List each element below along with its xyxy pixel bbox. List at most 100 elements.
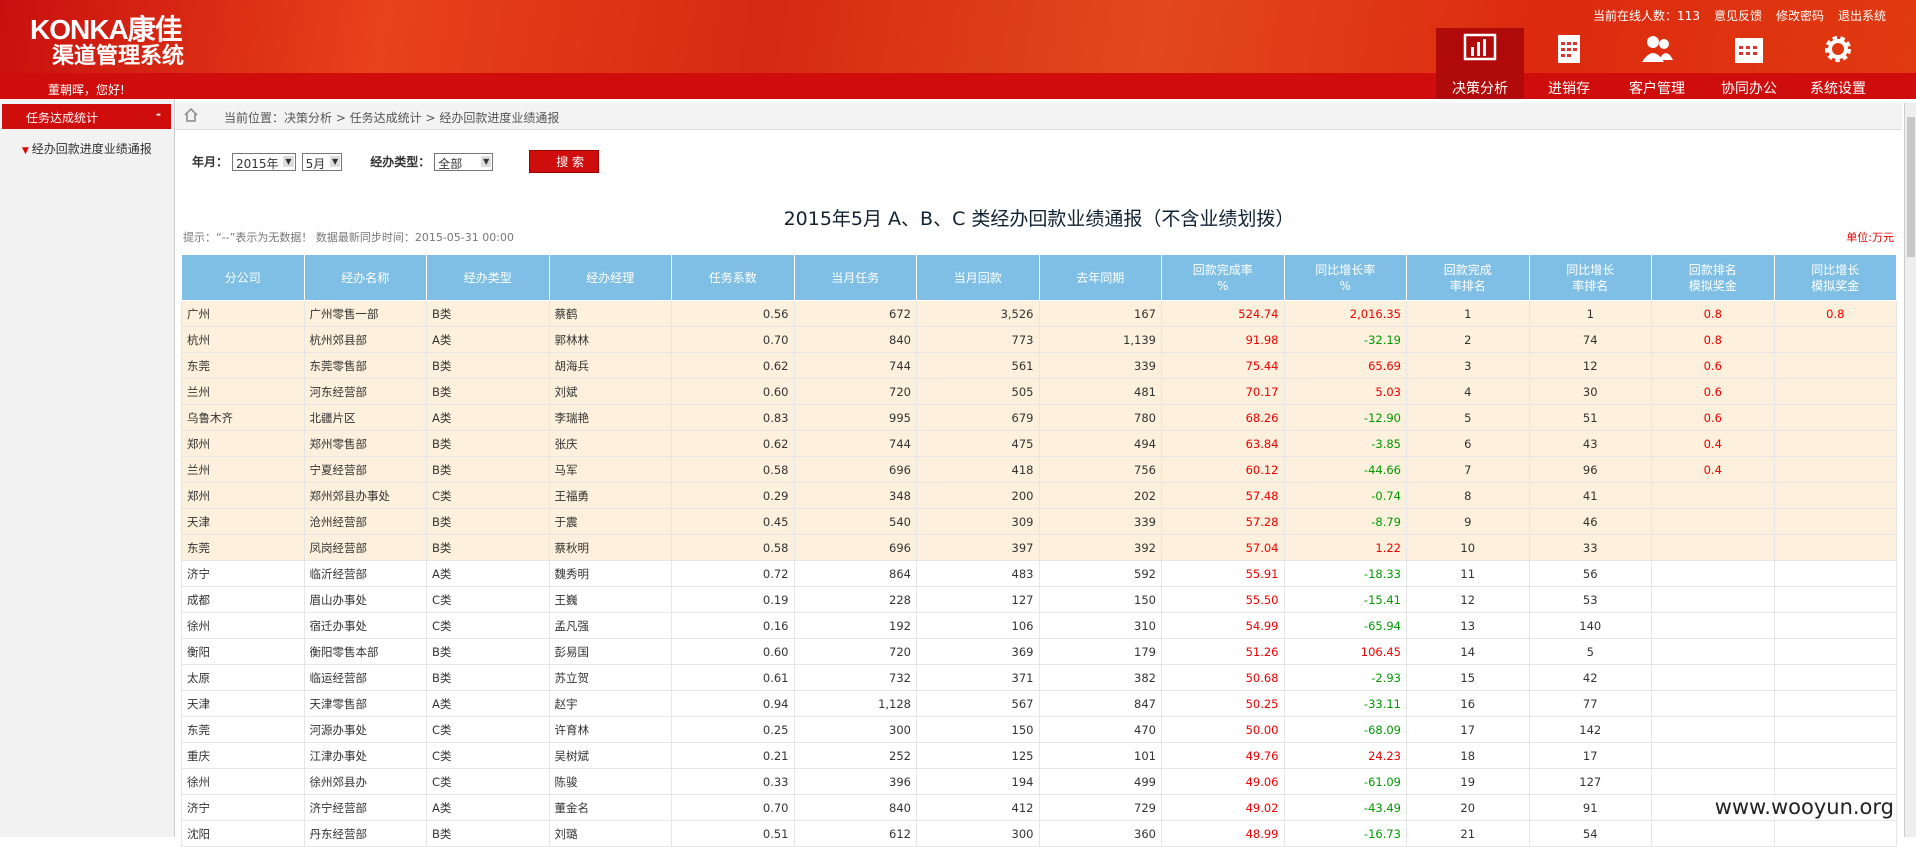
table-cell: 49.76 <box>1161 742 1285 769</box>
table-cell: 499 <box>1038 768 1162 795</box>
table-cell: 8 <box>1406 482 1530 509</box>
table-cell: 临运经营部 <box>303 664 427 691</box>
table-cell: 蔡秋明 <box>548 534 672 561</box>
table-cell: 106 <box>916 612 1040 639</box>
header-line: 率排名 <box>1449 278 1486 293</box>
top-link[interactable]: 退出系统 <box>1837 9 1886 23</box>
table-cell: 392 <box>1038 534 1162 561</box>
nav-icon <box>1463 33 1497 61</box>
nav-item[interactable]: 进销存 <box>1525 28 1613 99</box>
table-cell: 167 <box>1038 300 1162 327</box>
table-cell <box>1773 352 1897 379</box>
top-link[interactable]: 意见反馈 <box>1713 9 1762 23</box>
sidebar-group[interactable]: 任务达成统计 - <box>2 104 171 129</box>
table-cell: 0.61 <box>671 664 795 691</box>
table-cell: 14 <box>1406 638 1530 665</box>
table-cell: 65.69 <box>1283 352 1407 379</box>
table-cell: 46 <box>1528 508 1652 535</box>
table-cell: 101 <box>1038 742 1162 769</box>
table-cell: 371 <box>916 664 1040 691</box>
table-cell: 194 <box>916 768 1040 795</box>
table-cell: B类 <box>426 638 550 665</box>
nav-item[interactable]: 系统设置 <box>1794 28 1882 99</box>
year-select[interactable]: 2015年 <box>232 152 296 171</box>
table-cell: 51.26 <box>1161 638 1285 665</box>
top-link: 当前在线人数：113 <box>1593 9 1700 23</box>
table-cell: 57.48 <box>1161 482 1285 509</box>
table-cell: 300 <box>916 820 1040 847</box>
table-cell <box>1651 586 1775 613</box>
table-cell: 魏秀明 <box>548 560 672 587</box>
table-cell: 0.21 <box>671 742 795 769</box>
table-cell <box>1773 742 1897 769</box>
table-cell: 20 <box>1406 794 1530 821</box>
header-line: 同比增长率 <box>1315 262 1376 277</box>
table-cell: 483 <box>916 560 1040 587</box>
table-cell: 广州零售一部 <box>303 300 427 327</box>
scrollbar[interactable] <box>1904 103 1916 837</box>
table-cell: 369 <box>916 638 1040 665</box>
month-select[interactable]: 5月 <box>301 152 343 171</box>
table-cell: 苏立贺 <box>548 664 672 691</box>
table-cell: 0.58 <box>671 456 795 483</box>
table-cell: B类 <box>426 456 550 483</box>
header-line: 分公司 <box>224 270 261 285</box>
table-cell: 11 <box>1406 560 1530 587</box>
table-row: 重庆 江津办事处 C类 吴树斌 0.21 252 125 101 49.76 24.23 18 17 <box>181 742 1897 769</box>
table-row: 东莞 东莞零售部 B类 胡海兵 0.62 744 561 339 75.44 65.69 3 12 0.… <box>181 352 1897 379</box>
table-cell: 东莞零售部 <box>303 352 427 379</box>
table-cell: 505 <box>916 378 1040 405</box>
column-header: 经办名称 <box>303 254 427 301</box>
home-icon[interactable] <box>184 108 198 122</box>
sub-bar <box>0 73 1916 99</box>
table-cell: 13 <box>1406 612 1530 639</box>
table-row: 郑州 郑州郊县办事处 C类 王福勇 0.29 348 200 202 57.48 -0.74 8 41 <box>181 482 1897 509</box>
column-header: 分公司 <box>181 254 305 301</box>
table-cell: 60.12 <box>1161 456 1285 483</box>
table-cell: 天津零售部 <box>303 690 427 717</box>
table-cell: 兰州 <box>181 378 305 405</box>
table-cell: 494 <box>1038 430 1162 457</box>
nav-icon <box>1825 36 1851 62</box>
sidebar-item[interactable]: ▼ 经办回款进度业绩通报 <box>22 142 152 156</box>
table-cell: 天津 <box>181 690 305 717</box>
table-row: 徐州 宿迁办事处 C类 孟凡强 0.16 192 106 310 54.99 -65.94 13 14… <box>181 612 1897 639</box>
nav-item[interactable]: 客户管理 <box>1613 28 1701 99</box>
table-cell: B类 <box>426 664 550 691</box>
table-cell: 475 <box>916 430 1040 457</box>
table-cell: 77 <box>1528 690 1652 717</box>
type-label: 经办类型： <box>370 155 431 169</box>
type-select[interactable]: 全部 <box>434 152 494 171</box>
header-line: 回款排名 <box>1688 262 1737 277</box>
table-cell: 200 <box>916 482 1040 509</box>
table-cell: 91.98 <box>1161 326 1285 353</box>
table-cell: A类 <box>426 326 550 353</box>
table-cell: 0.25 <box>671 716 795 743</box>
nav-item[interactable]: 协同办公 <box>1705 28 1793 99</box>
table-cell: 15 <box>1406 664 1530 691</box>
table-cell: 524.74 <box>1161 300 1285 327</box>
column-header: 回款完成率% <box>1161 254 1285 301</box>
table-row: 太原 临运经营部 B类 苏立贺 0.61 732 371 382 50.68 -2.93 15 42 <box>181 664 1897 691</box>
table-cell: 21 <box>1406 820 1530 847</box>
table-cell: 252 <box>793 742 917 769</box>
table-cell: 凤岗经营部 <box>303 534 427 561</box>
table-cell: 乌鲁木齐 <box>181 404 305 431</box>
nav-item[interactable]: 决策分析 <box>1436 28 1524 99</box>
table-cell: 995 <box>793 404 917 431</box>
table-cell: 309 <box>916 508 1040 535</box>
toggle[interactable]: - <box>156 107 161 121</box>
table-row: 济宁 济宁经营部 A类 董金名 0.70 840 412 729 49.02 -43.49 20 91 <box>181 794 1897 821</box>
table-cell: 33 <box>1528 534 1652 561</box>
top-link[interactable]: 修改密码 <box>1775 9 1824 23</box>
table-cell: 17 <box>1528 742 1652 769</box>
table-cell: 郑州 <box>181 430 305 457</box>
table-cell: 眉山办事处 <box>303 586 427 613</box>
table-cell: 732 <box>793 664 917 691</box>
search-button[interactable]: 搜 索 <box>529 150 600 173</box>
table-cell: -12.90 <box>1283 404 1407 431</box>
table-cell: 江津办事处 <box>303 742 427 769</box>
table-cell: 0.8 <box>1651 326 1775 353</box>
table-cell: 孟凡强 <box>548 612 672 639</box>
table-cell: 300 <box>793 716 917 743</box>
